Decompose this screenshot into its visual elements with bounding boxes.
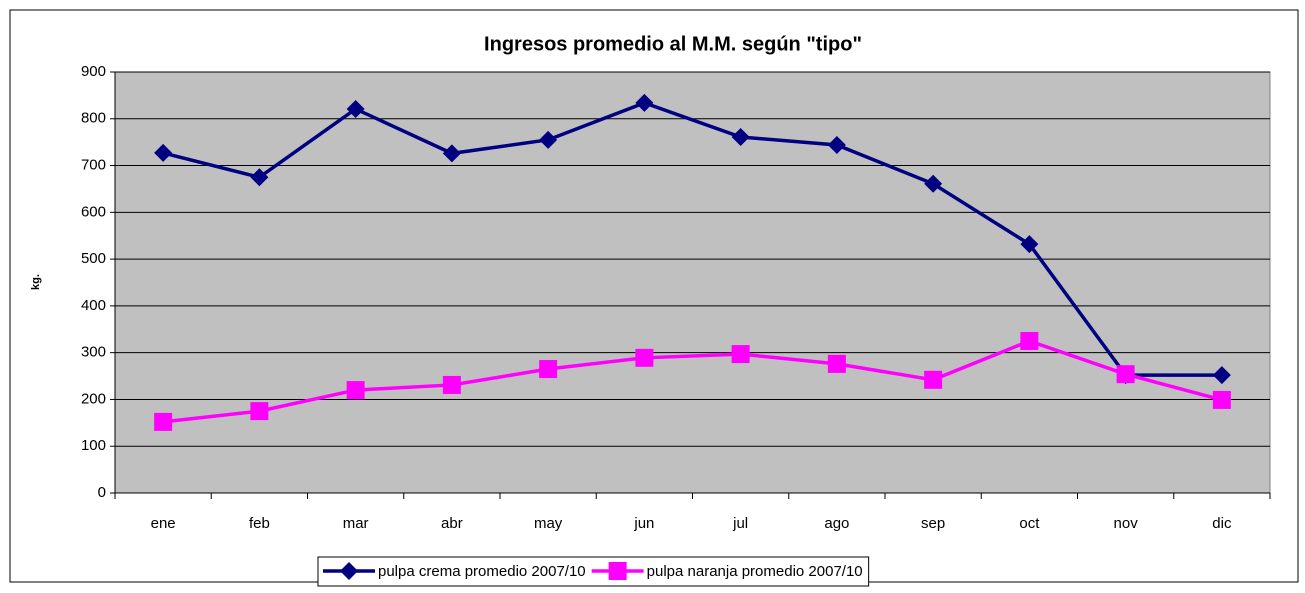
x-tick-label: abr xyxy=(441,515,463,532)
y-tick-label: 400 xyxy=(81,297,106,314)
square-marker xyxy=(731,345,750,364)
y-tick-label: 0 xyxy=(98,484,106,501)
diamond-marker xyxy=(442,144,461,163)
diamond-marker xyxy=(1212,366,1231,385)
square-marker xyxy=(1020,331,1039,350)
diamond-marker xyxy=(346,99,365,118)
x-tick-label: dic xyxy=(1212,515,1232,532)
x-tick-label: jul xyxy=(732,515,748,532)
chart-title: Ingresos promedio al M.M. según "tipo" xyxy=(484,33,862,55)
y-tick-label: 200 xyxy=(81,390,106,407)
x-tick-label: feb xyxy=(249,515,270,532)
x-tick-label: may xyxy=(534,515,563,532)
x-tick-label: mar xyxy=(343,515,369,532)
square-marker xyxy=(346,381,365,400)
y-axis-label: kg. xyxy=(30,274,42,290)
y-tick-label: 300 xyxy=(81,344,106,361)
x-tick-label: ago xyxy=(824,515,849,532)
diamond-marker xyxy=(340,562,358,580)
plot-area xyxy=(114,71,1271,494)
legend: pulpa crema promedio 2007/10 pulpa naranj… xyxy=(317,556,870,587)
diamond-marker xyxy=(731,128,750,147)
legend-label: pulpa naranja promedio 2007/10 xyxy=(647,563,863,580)
diamond-marker xyxy=(250,168,269,187)
y-tick-label: 800 xyxy=(81,110,106,127)
square-marker xyxy=(635,348,654,367)
x-tick-label: sep xyxy=(921,515,945,532)
y-tick-label: 700 xyxy=(81,157,106,174)
diamond-marker xyxy=(154,143,173,162)
x-tick-label: ene xyxy=(151,515,176,532)
diamond-marker xyxy=(1020,235,1039,254)
square-marker xyxy=(442,375,461,394)
square-marker xyxy=(608,562,627,580)
y-tick-label: 500 xyxy=(81,250,106,267)
y-tick-label: 600 xyxy=(81,203,106,220)
square-marker xyxy=(827,354,846,373)
x-tick-label: nov xyxy=(1114,515,1139,532)
diamond-marker xyxy=(539,130,558,149)
diamond-marker xyxy=(924,174,943,193)
square-marker xyxy=(539,360,558,379)
square-marker xyxy=(154,412,173,431)
diamond-marker xyxy=(635,93,654,112)
series-line xyxy=(162,101,1222,377)
series-line xyxy=(162,339,1223,424)
square-marker xyxy=(1116,365,1135,384)
diamond-marker xyxy=(827,135,846,154)
x-tick-label: oct xyxy=(1019,515,1040,532)
square-marker xyxy=(924,370,943,389)
square-marker xyxy=(250,402,269,421)
square-marker xyxy=(1212,390,1231,409)
y-tick-label: 900 xyxy=(81,63,106,80)
y-tick-label: 100 xyxy=(81,437,106,454)
legend-label: pulpa crema promedio 2007/10 xyxy=(378,563,586,580)
x-tick-label: jun xyxy=(633,515,654,532)
